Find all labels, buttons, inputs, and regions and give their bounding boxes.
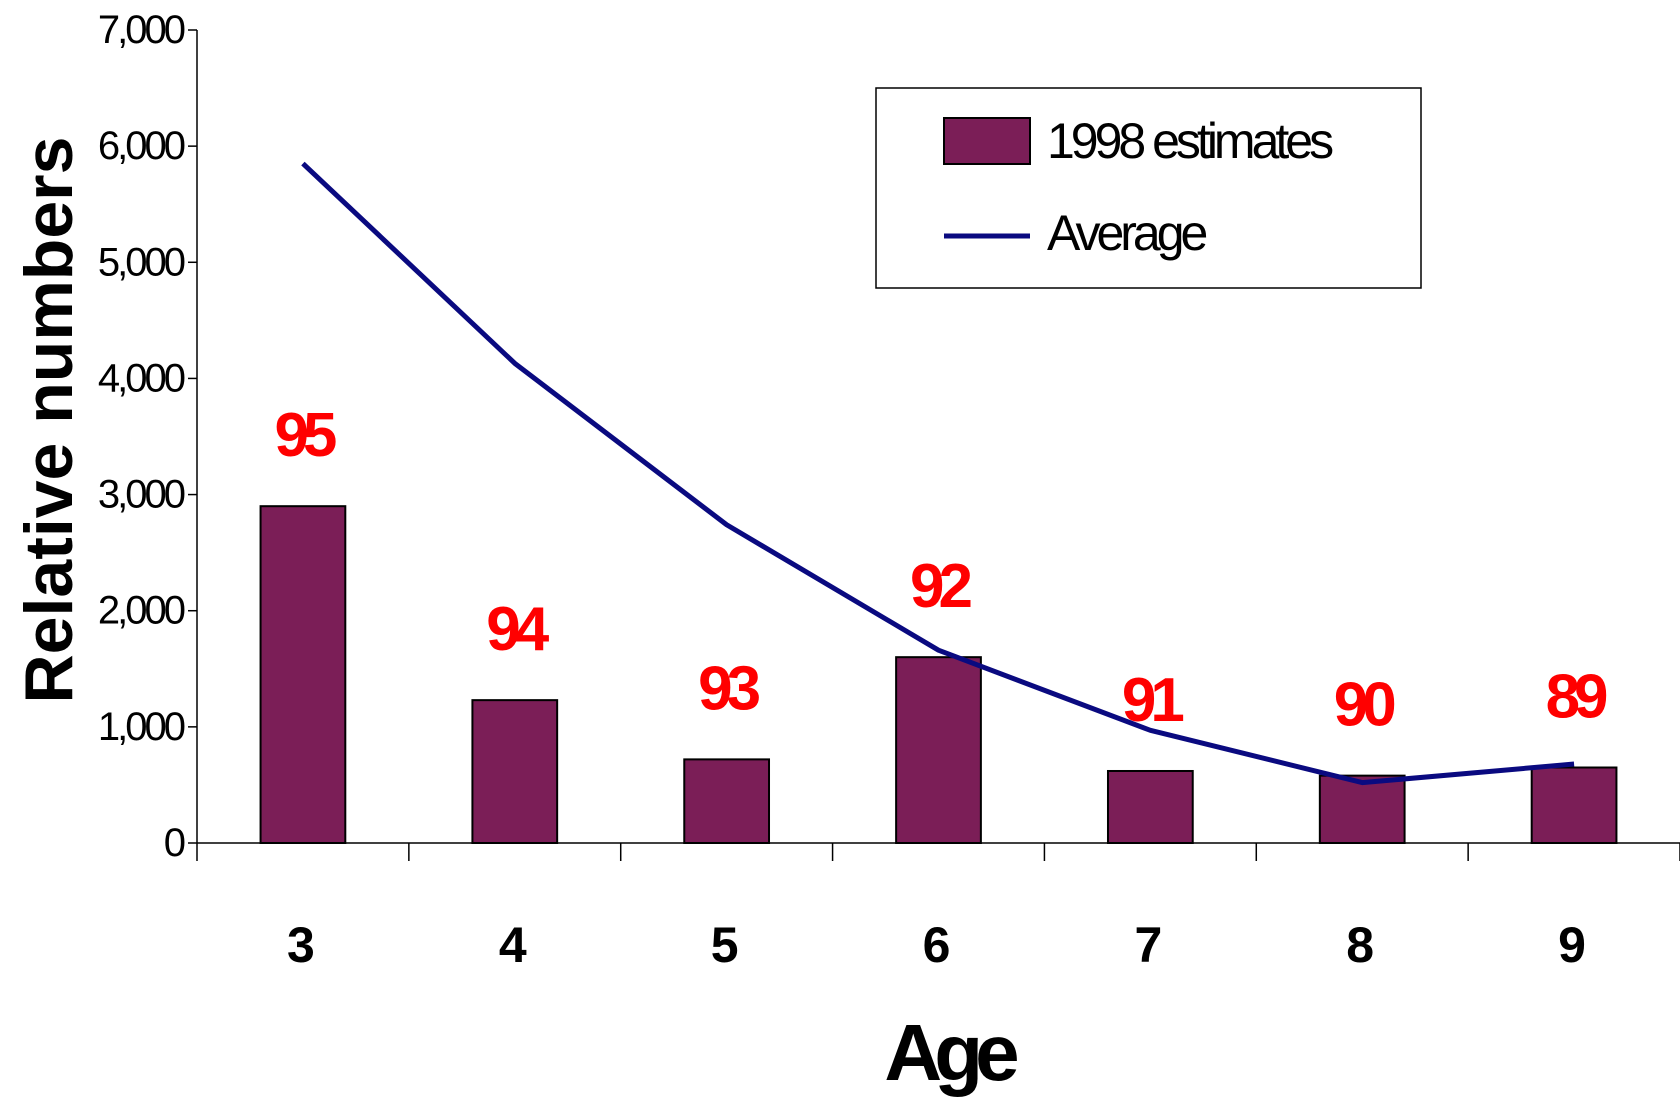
bar bbox=[1318, 774, 1406, 844]
x-tick-label: 8 bbox=[1346, 917, 1374, 973]
data-label: 94 bbox=[486, 595, 549, 664]
y-tick-label: 7,000 bbox=[98, 8, 185, 52]
y-tick-label: 1,000 bbox=[98, 705, 185, 749]
bar bbox=[895, 656, 982, 845]
data-label: 95 bbox=[274, 401, 335, 470]
x-tick-label: 5 bbox=[711, 917, 739, 973]
y-axis: 0 1,000 2,000 3,000 4,000 5,000 6,000 7,000 bbox=[98, 8, 198, 865]
y-tick-label: 5,000 bbox=[98, 240, 185, 284]
bar-series bbox=[259, 505, 1618, 845]
line-series bbox=[301, 161, 1575, 786]
legend-line-label: Average bbox=[1047, 205, 1207, 261]
y-tick-label: 6,000 bbox=[98, 124, 185, 168]
y-axis-title: Relative numbers bbox=[11, 137, 87, 704]
x-tick-label: 4 bbox=[499, 917, 527, 973]
x-axis: 3 4 5 6 7 8 9 bbox=[196, 842, 1680, 973]
bar bbox=[471, 699, 559, 844]
bar bbox=[1530, 766, 1618, 844]
x-tick-label: 6 bbox=[923, 917, 951, 973]
average-line bbox=[301, 161, 1575, 786]
y-tick-label: 4,000 bbox=[98, 356, 185, 400]
x-tick-label: 7 bbox=[1134, 917, 1162, 973]
legend: 1998 estimates Average bbox=[875, 87, 1422, 289]
data-label: 93 bbox=[698, 654, 759, 723]
bar bbox=[259, 505, 347, 844]
data-label: 90 bbox=[1334, 671, 1394, 740]
bar bbox=[1106, 769, 1194, 845]
data-labels: 95 94 93 92 91 90 89 bbox=[274, 401, 1613, 740]
y-tick-label: 0 bbox=[164, 821, 185, 865]
y-tick-label: 2,000 bbox=[98, 589, 185, 633]
x-tick-label: 9 bbox=[1558, 917, 1586, 973]
data-label: 91 bbox=[1122, 666, 1183, 735]
data-label: 89 bbox=[1546, 663, 1607, 732]
legend-bar-swatch bbox=[943, 117, 1031, 165]
bar bbox=[683, 758, 771, 844]
x-axis-title: Age bbox=[884, 1008, 1017, 1097]
data-label: 92 bbox=[910, 552, 970, 621]
y-tick-label: 3,000 bbox=[98, 473, 185, 517]
x-tick-label: 3 bbox=[287, 917, 315, 973]
legend-bar-label: 1998 estimates bbox=[1047, 113, 1333, 169]
